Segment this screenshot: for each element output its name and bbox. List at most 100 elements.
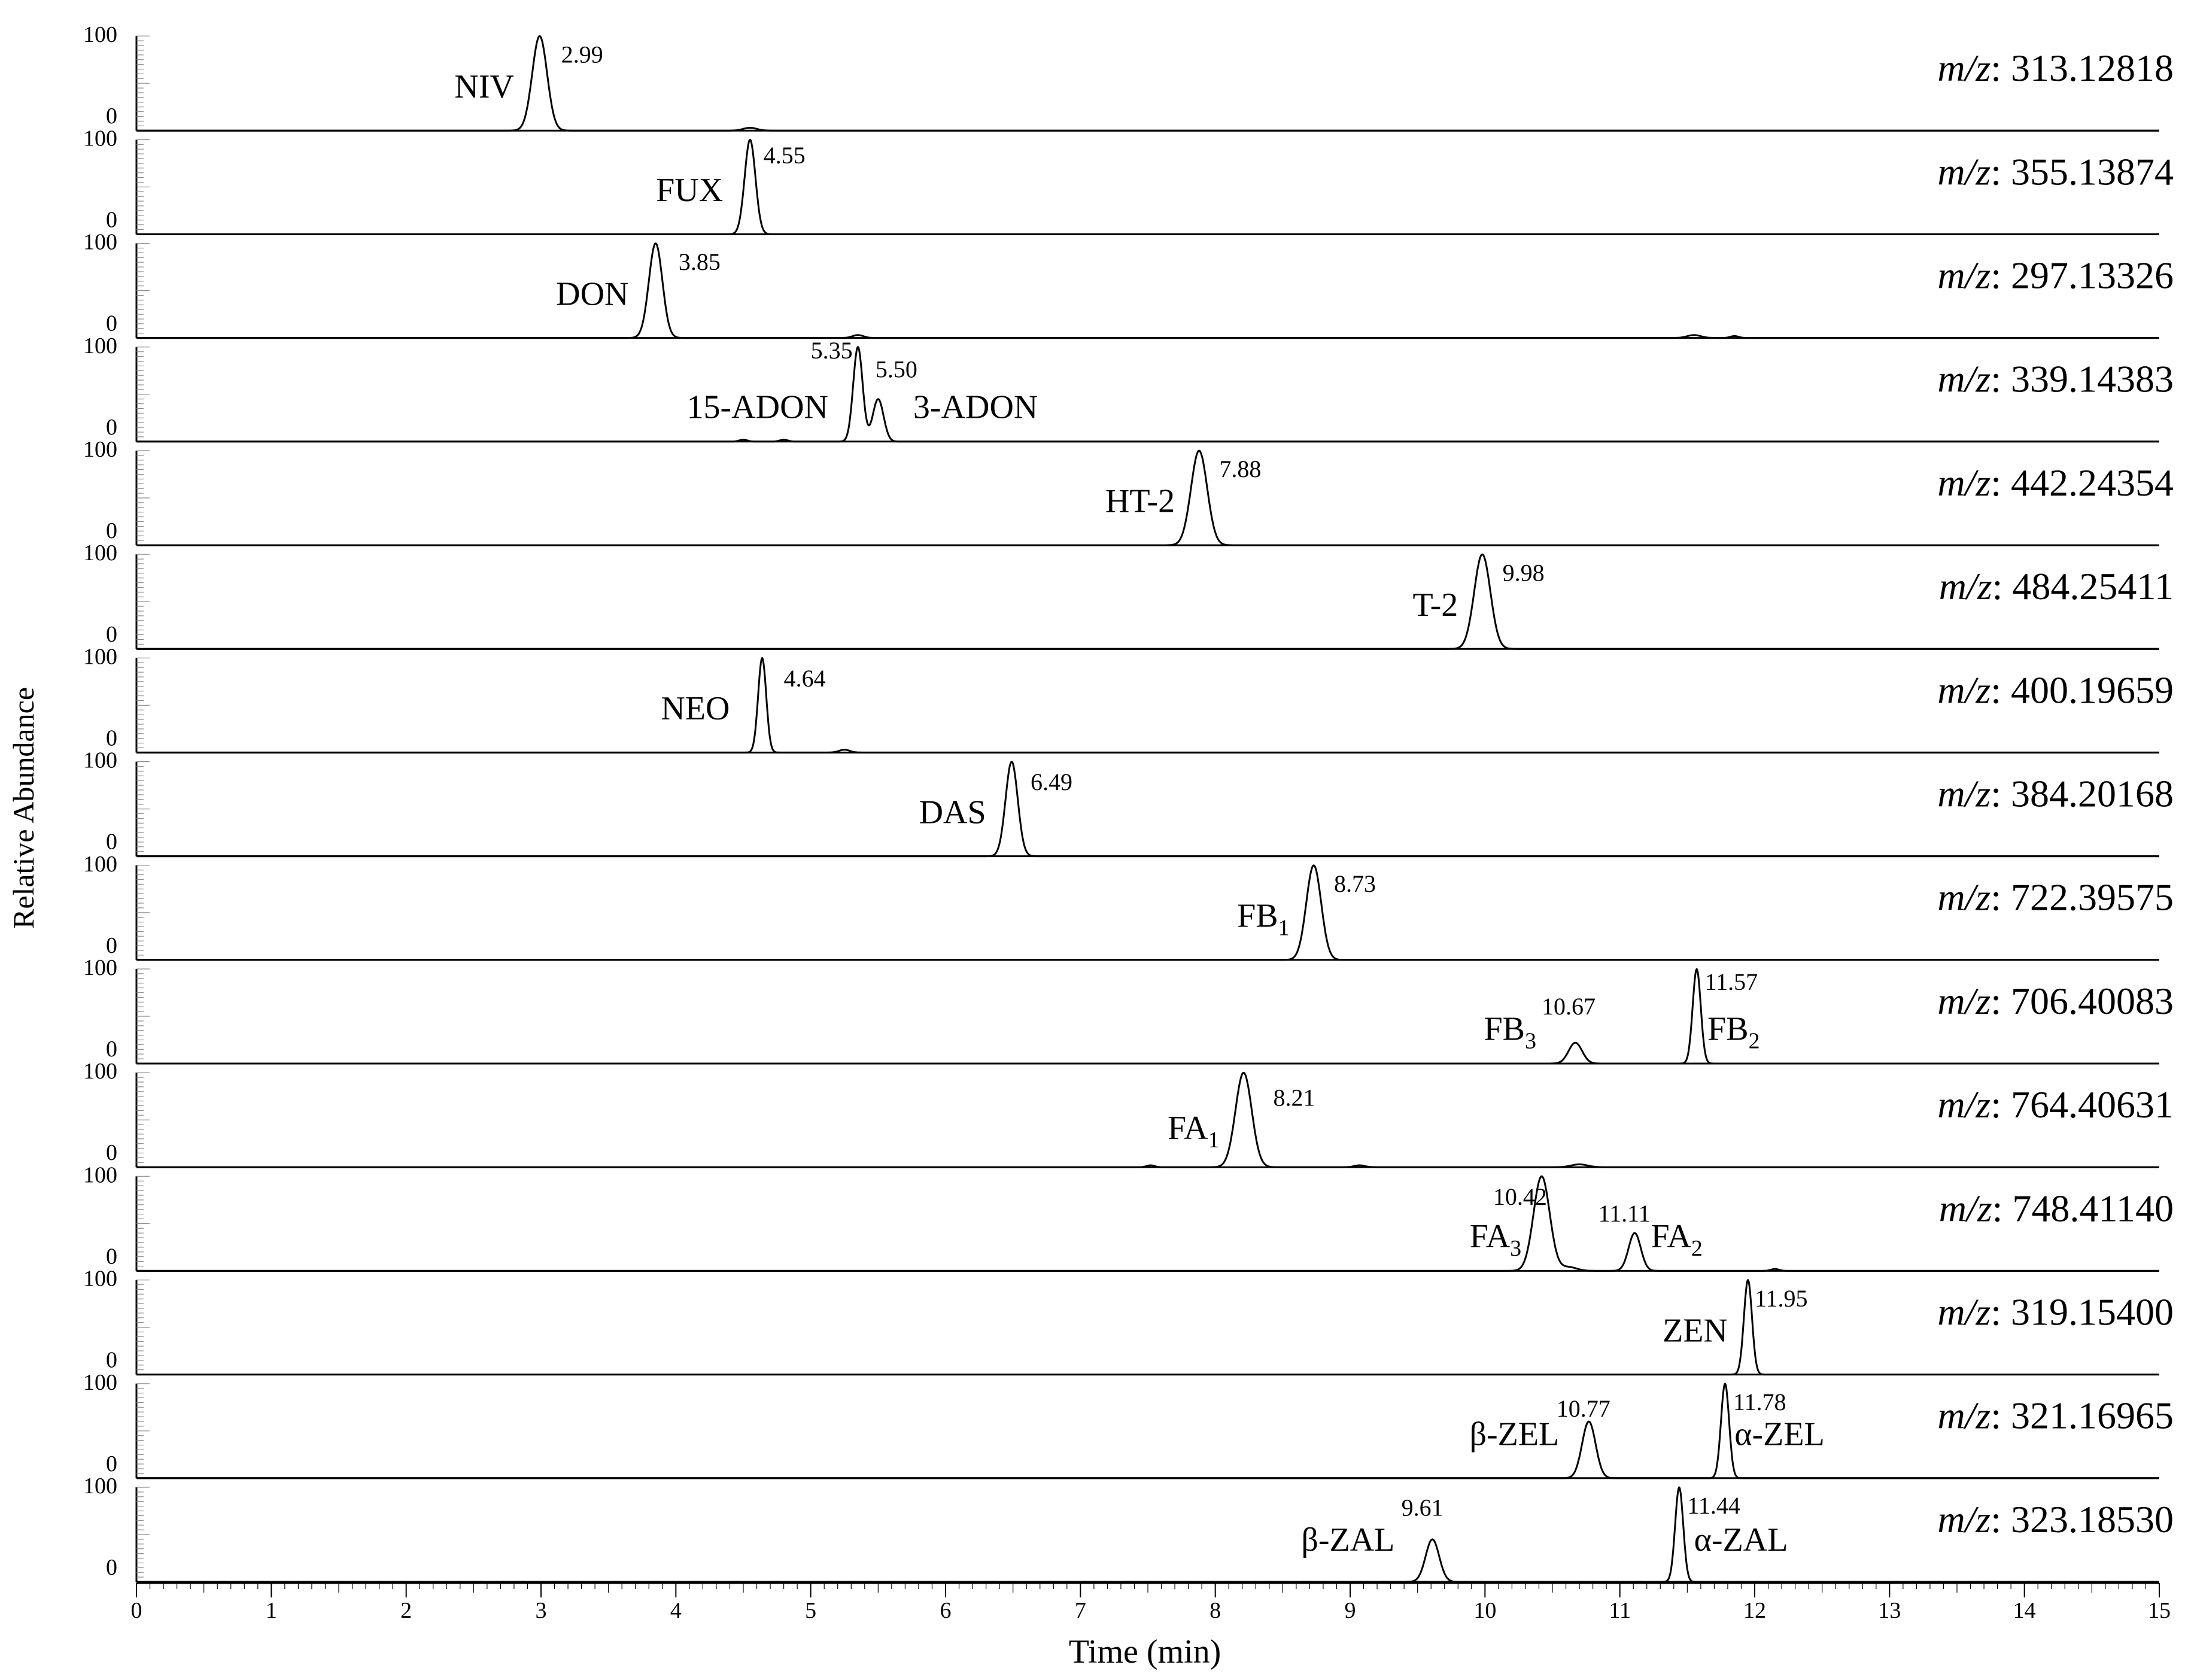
chromatogram-panel: 100 0 4.55 FUX m/z: 355.13874: [83, 126, 2174, 235]
x-axis-label: Time (min): [1069, 1633, 1221, 1670]
mz-prefix: m/z: [1937, 876, 1991, 919]
compound-name: FB: [1237, 898, 1278, 935]
x-tick-label: 15: [2148, 1598, 2171, 1623]
chromatogram-panel: 100 0 8.21 FA1 m/z: 764.40631: [83, 1059, 2174, 1168]
y-tick-label: 0: [106, 622, 117, 647]
mz-value: : 706.40083: [1991, 980, 2174, 1022]
compound-label: NEO: [661, 690, 730, 727]
mz-label: m/z: 313.12818: [1937, 47, 2174, 89]
chromatogram-panel: 100 0 6.49 DAS m/z: 384.20168: [83, 748, 2174, 858]
trace-line: [136, 968, 2160, 1065]
retention-time-label: 5.35: [811, 337, 853, 364]
retention-time-label: 7.88: [1219, 455, 1261, 482]
x-tick-label: 14: [2013, 1598, 2036, 1623]
y-tick-label: 100: [83, 852, 117, 877]
mz-prefix: m/z: [1939, 565, 1992, 607]
retention-time-label: 11.44: [1687, 1492, 1740, 1519]
compound-subscript: 1: [1208, 1128, 1219, 1153]
mz-label: m/z: 722.39575: [1937, 876, 2174, 919]
y-tick-label: 0: [106, 415, 117, 440]
y-tick-label: 100: [83, 1059, 117, 1084]
retention-time-label: 4.55: [764, 142, 806, 169]
mz-label: m/z: 748.41140: [1939, 1187, 2174, 1229]
mz-value: : 297.13326: [1991, 254, 2174, 296]
x-tick-label: 1: [266, 1598, 277, 1623]
mz-label: m/z: 400.19659: [1937, 669, 2174, 711]
compound-label: FUX: [656, 172, 723, 209]
x-tick-label: 8: [1210, 1598, 1221, 1623]
y-tick-label: 0: [106, 207, 117, 232]
compound-name: FA: [1168, 1110, 1208, 1147]
y-tick-label: 0: [106, 830, 117, 855]
compound-label: 3-ADON: [913, 388, 1038, 426]
compound-subscript: 2: [1691, 1236, 1703, 1261]
mz-label: m/z: 764.40631: [1937, 1083, 2174, 1126]
compound-label: ZEN: [1663, 1312, 1728, 1349]
x-axis: 0 1 2 3 4 5 6 7 8 9 10 11 12 13 14 15: [131, 1582, 2171, 1623]
x-tick-label: 11: [1609, 1598, 1631, 1623]
y-tick-label: 100: [83, 1162, 117, 1187]
trace-line: [136, 449, 2160, 546]
y-tick-label: 100: [83, 955, 117, 980]
mz-value: : 321.16965: [1991, 1395, 2174, 1437]
compound-name: 15-ADON: [687, 388, 828, 426]
trace-line: [136, 1486, 2160, 1583]
y-tick-label: 100: [83, 126, 117, 151]
x-tick-label: 4: [670, 1598, 682, 1623]
compound-label: DON: [556, 275, 628, 312]
compound-name: FA: [1651, 1218, 1691, 1255]
retention-time-label: 10.42: [1493, 1183, 1547, 1210]
mz-prefix: m/z: [1937, 1395, 1991, 1437]
compound-subscript: 3: [1525, 1029, 1536, 1054]
y-tick-label: 0: [106, 104, 117, 129]
retention-time-label: 11.11: [1599, 1200, 1651, 1227]
chromatogram-panel: 100 0 9.98 T-2 m/z: 484.25411: [83, 540, 2174, 650]
y-tick-label: 0: [106, 518, 117, 543]
compound-label: FB3: [1484, 1011, 1536, 1054]
mz-label: m/z: 355.13874: [1937, 150, 2174, 193]
mz-label: m/z: 706.40083: [1937, 980, 2174, 1022]
compound-label: HT-2: [1105, 483, 1175, 520]
x-tick-label: 12: [1743, 1598, 1766, 1623]
mz-prefix: m/z: [1937, 1083, 1991, 1126]
mz-value: : 400.19659: [1991, 669, 2174, 711]
y-tick-label: 0: [106, 725, 117, 751]
compound-name: FB: [1707, 1011, 1749, 1048]
mz-label: m/z: 321.16965: [1937, 1395, 2174, 1437]
trace-line: [136, 864, 2160, 961]
chromatogram-panel: 100 0 5.35 5.50 15-ADON 3-ADON m/z: 339.14383: [83, 333, 2174, 443]
compound-label: FA3: [1470, 1218, 1521, 1261]
compound-label: α-ZEL: [1734, 1416, 1825, 1453]
chromatogram-panel: 100 0 4.64 NEO m/z: 400.19659: [83, 644, 2174, 754]
compound-name: T-2: [1413, 587, 1458, 624]
trace-line: [136, 346, 2160, 443]
trace-line: [136, 35, 2160, 132]
x-tick-label: 0: [131, 1598, 142, 1623]
mz-value: : 323.18530: [1991, 1498, 2174, 1541]
retention-time-label: 11.78: [1733, 1389, 1786, 1415]
y-tick-label: 100: [83, 22, 117, 47]
y-tick-label: 0: [106, 1555, 117, 1580]
compound-name: NIV: [454, 68, 514, 105]
y-tick-label: 100: [83, 1474, 117, 1499]
compound-label: FB2: [1707, 1011, 1760, 1054]
compound-label: β-ZEL: [1470, 1416, 1560, 1453]
mz-value: : 442.24354: [1991, 461, 2174, 504]
mz-prefix: m/z: [1937, 772, 1991, 815]
x-tick-label: 3: [536, 1598, 547, 1623]
compound-name: FA: [1470, 1218, 1511, 1255]
mz-label: m/z: 384.20168: [1937, 772, 2174, 815]
compound-name: ZEN: [1663, 1312, 1728, 1349]
x-tick-label: 10: [1473, 1598, 1496, 1623]
y-tick-label: 0: [106, 311, 117, 336]
mz-value: : 339.14383: [1991, 358, 2174, 400]
retention-time-label: 9.98: [1503, 559, 1545, 586]
y-tick-label: 0: [106, 1348, 117, 1373]
compound-name: α-ZEL: [1734, 1416, 1825, 1453]
trace-line: [136, 761, 2160, 858]
y-tick-label: 100: [83, 230, 117, 255]
compound-name: HT-2: [1105, 483, 1175, 520]
mz-prefix: m/z: [1937, 150, 1991, 193]
